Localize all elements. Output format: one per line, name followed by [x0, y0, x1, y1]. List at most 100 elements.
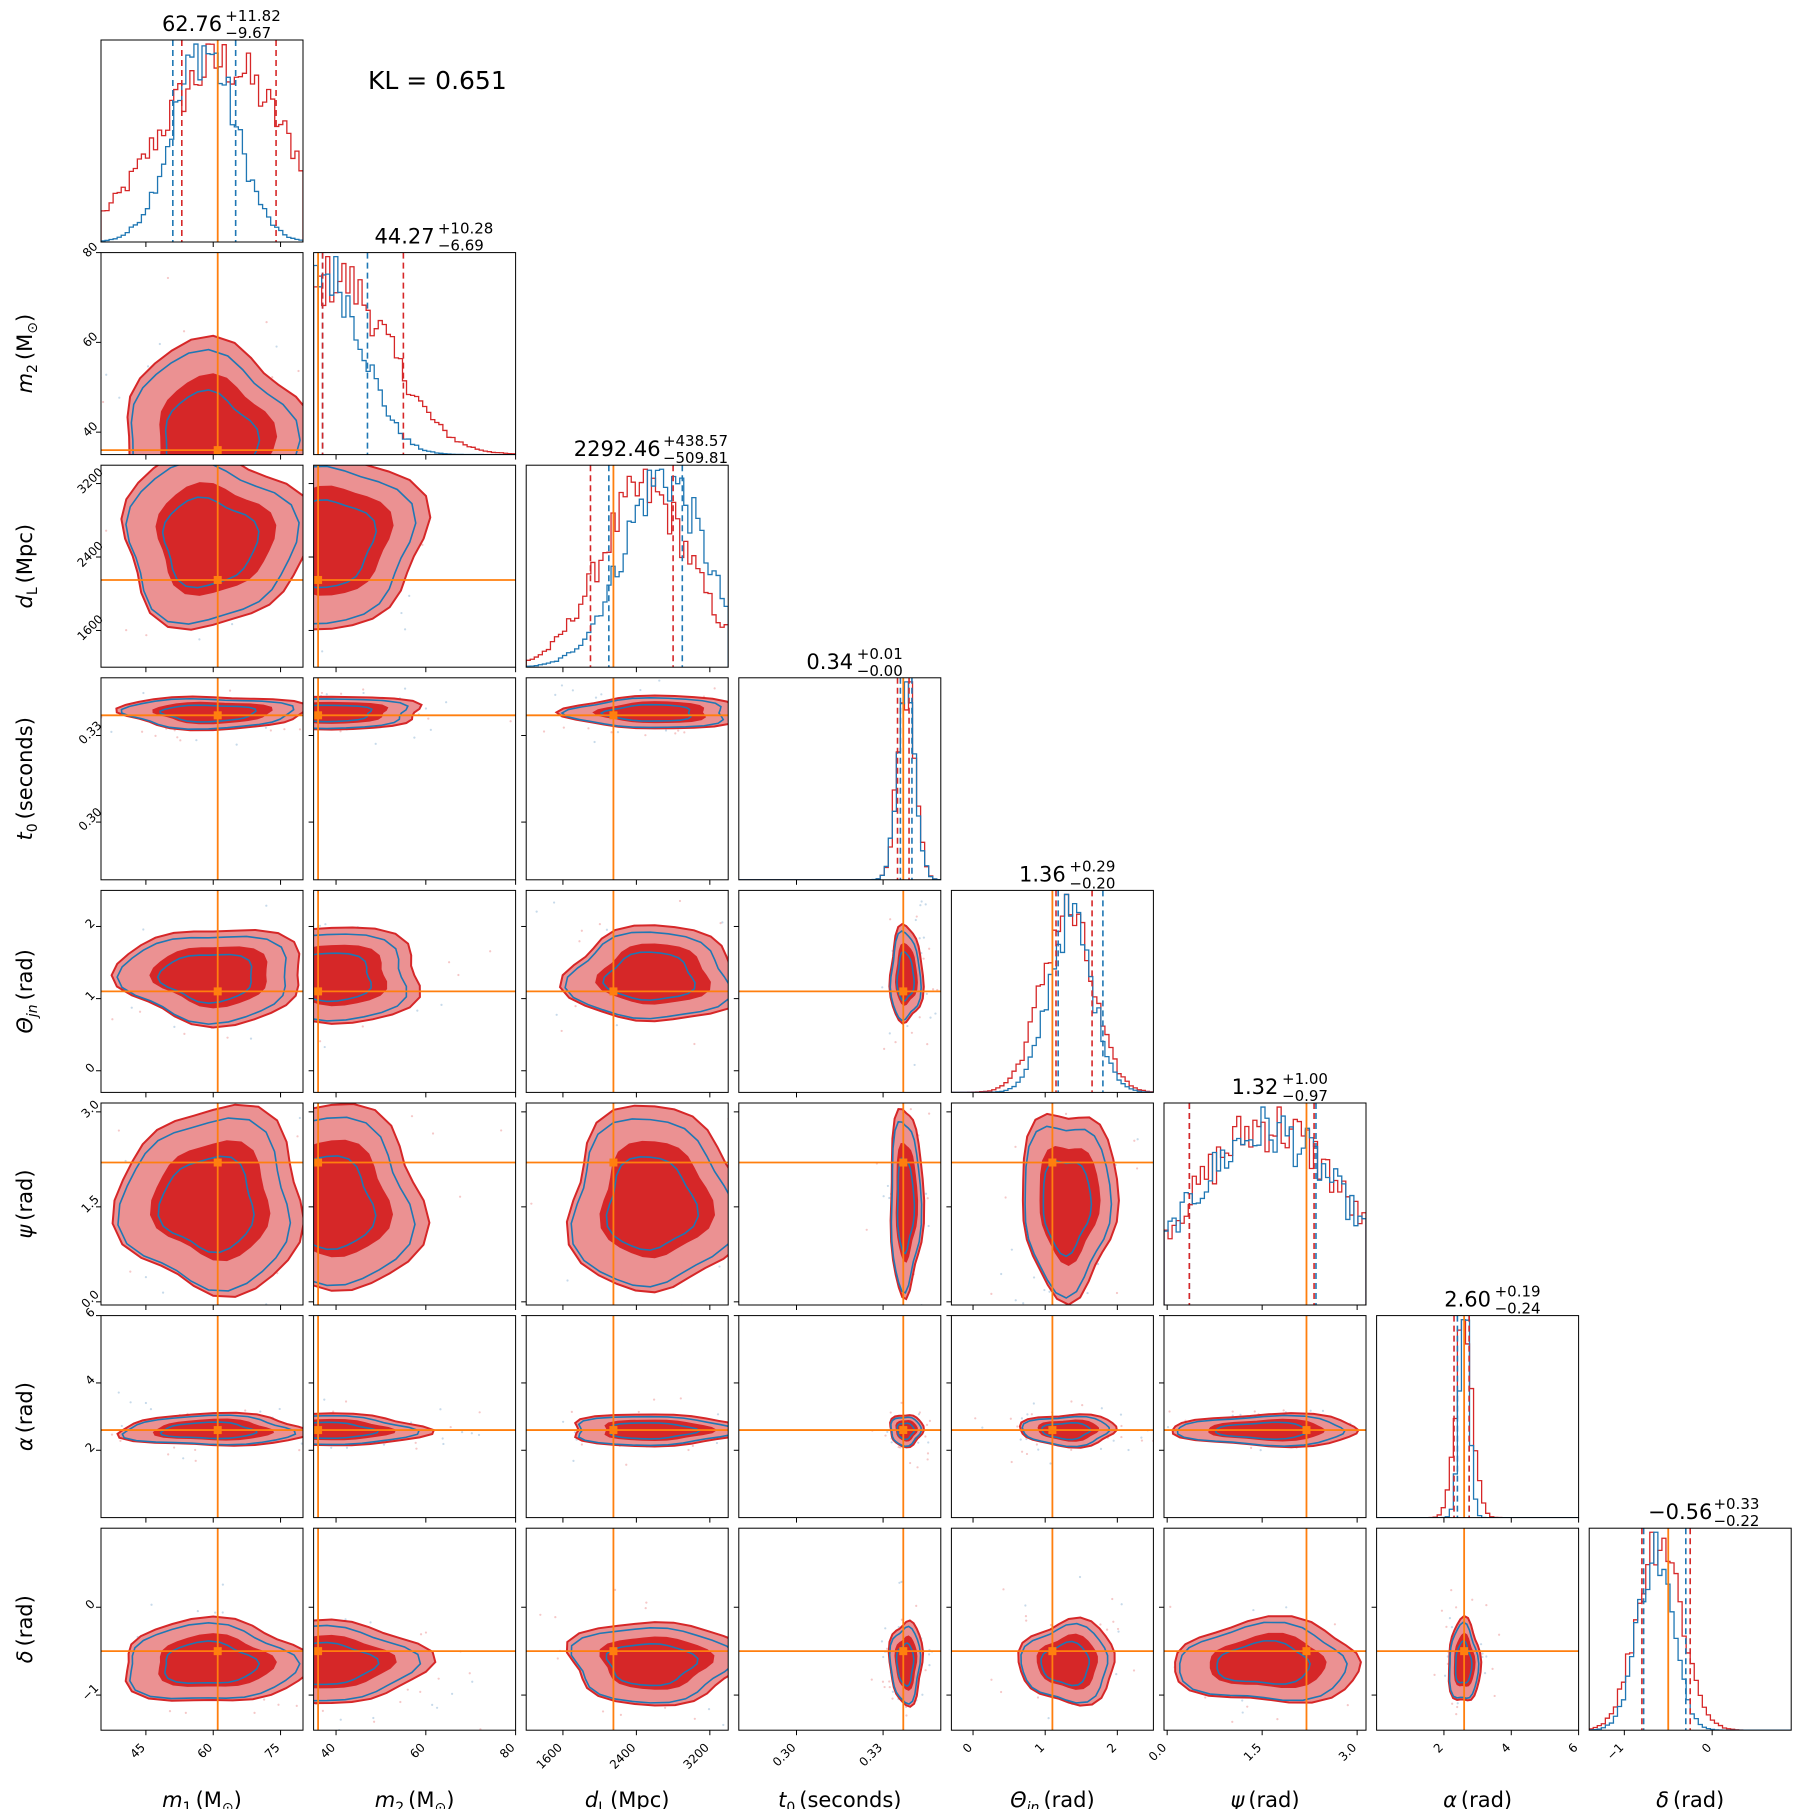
sample-point	[110, 730, 113, 733]
scatter-panel-4-6	[738, 1102, 942, 1306]
sample-point	[129, 1401, 132, 1404]
x-tick-label: 3200	[680, 1740, 711, 1771]
sample-point	[572, 1459, 575, 1462]
sample-point	[886, 1430, 889, 1434]
sample-point	[298, 459, 300, 461]
sample-point	[1024, 1604, 1027, 1607]
sample-point	[1285, 1606, 1288, 1609]
sample-point	[319, 1040, 322, 1043]
sample-point	[470, 1421, 472, 1423]
sample-point	[489, 950, 492, 953]
sample-point	[560, 1029, 563, 1033]
sample-point	[342, 434, 344, 436]
sample-point	[928, 1419, 932, 1422]
sample-point	[1038, 1318, 1040, 1320]
hist-panel-5: 1.36 +0.29−0.20	[950, 857, 1154, 1093]
sample-point	[307, 1653, 309, 1655]
sample-point	[729, 919, 731, 921]
sample-point	[1064, 1112, 1068, 1115]
sample-point	[62, 1302, 64, 1304]
sample-point	[297, 595, 299, 597]
sample-point	[716, 1413, 720, 1416]
sample-point	[150, 1603, 153, 1606]
sample-point	[924, 1669, 927, 1672]
sample-point	[382, 1443, 386, 1446]
sample-point	[771, 1105, 773, 1107]
x-tick-label: 6	[1565, 1740, 1580, 1755]
sample-point	[290, 608, 292, 610]
x-tick-label: 80	[497, 1740, 518, 1761]
sample-point	[460, 1431, 464, 1434]
sample-point	[899, 1446, 902, 1449]
blue-contour-outer	[570, 1626, 729, 1704]
sample-point	[164, 672, 166, 674]
sample-point	[1019, 1069, 1021, 1071]
sample-point	[1112, 1439, 1115, 1442]
sample-point	[298, 1449, 301, 1452]
sample-point	[1010, 1248, 1013, 1251]
sample-point	[1259, 1449, 1262, 1452]
sample-point	[226, 1036, 229, 1039]
sample-point	[820, 689, 822, 691]
sample-point	[756, 1657, 758, 1659]
sample-point	[111, 1018, 114, 1021]
sample-point	[652, 1398, 656, 1401]
blue-contour-inner	[1042, 1160, 1093, 1258]
sample-point	[571, 689, 574, 692]
y-tick-label: 40	[80, 419, 101, 440]
panel-frame	[738, 889, 942, 1093]
sample-point	[522, 1436, 524, 1438]
blue-contour-inner	[313, 952, 372, 1003]
sample-point	[325, 693, 328, 696]
sample-point	[990, 1678, 993, 1681]
blue-contour-inner	[1216, 1640, 1311, 1685]
sample-point	[513, 1617, 515, 1619]
sample-point	[309, 1441, 311, 1443]
sample-point	[265, 609, 267, 611]
red-contour-inner	[599, 1140, 716, 1259]
sample-point	[280, 1624, 282, 1626]
sample-point	[259, 1410, 262, 1413]
truth-marker	[213, 446, 222, 455]
sample-point	[477, 1433, 481, 1437]
sample-point	[1446, 1655, 1449, 1658]
blue-contour-outer	[117, 1117, 292, 1292]
sample-point	[644, 734, 647, 737]
blue-contour-inner	[599, 703, 692, 722]
sample-point	[1058, 1037, 1060, 1039]
y-axis-label-4: t0(seconds)	[13, 717, 41, 840]
sample-point	[118, 396, 121, 399]
sample-point	[305, 717, 307, 719]
sample-point	[308, 965, 310, 967]
sample-point	[600, 693, 603, 696]
truth-marker	[609, 1158, 618, 1167]
sample-point	[369, 1621, 372, 1624]
sample-point	[274, 1359, 276, 1361]
sample-point	[752, 1658, 754, 1660]
y-tick-label: 0.0	[78, 1287, 101, 1310]
red-contour-inner	[1209, 1632, 1327, 1688]
sample-point	[693, 1042, 696, 1046]
sample-point	[1025, 1437, 1028, 1441]
sample-point	[344, 1400, 348, 1403]
sample-point	[441, 1437, 444, 1440]
sample-point	[897, 1625, 900, 1629]
sample-point	[756, 1443, 758, 1445]
hist-panel-3: 2292.46 +438.57−509.81	[525, 432, 729, 668]
sample-point	[410, 1115, 414, 1118]
sample-point	[332, 1079, 334, 1081]
scatter-panel-1-8	[100, 1527, 309, 1731]
blue-contour-outer	[120, 697, 295, 730]
sample-point	[1456, 1705, 1459, 1709]
scatter-panel-5-8	[950, 1527, 1154, 1731]
truth-marker	[314, 1426, 323, 1435]
blue-contour-outer	[1020, 1622, 1109, 1704]
x-tick-label: 0	[1699, 1740, 1714, 1755]
sample-point	[1111, 1597, 1114, 1601]
sample-point	[605, 928, 609, 931]
hist-title-3: 2292.46	[574, 437, 661, 461]
panel-frame	[1163, 1102, 1367, 1306]
sample-point	[678, 1072, 680, 1074]
panel-frame	[738, 1102, 942, 1306]
sample-point	[721, 921, 724, 924]
